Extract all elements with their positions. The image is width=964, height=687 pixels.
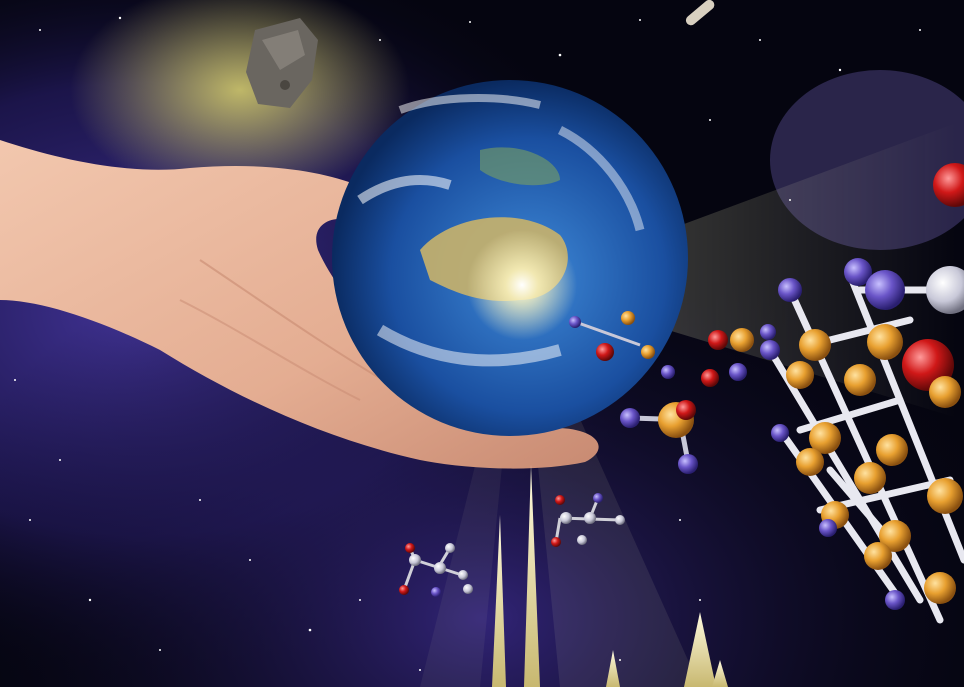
spectrum-peaks — [492, 465, 728, 687]
molecule-right — [551, 493, 625, 547]
molecule-cluster — [620, 400, 698, 474]
small-molecules-chain — [569, 311, 754, 387]
debris — [685, 0, 715, 26]
earth-globe — [332, 80, 688, 436]
hand — [0, 140, 599, 469]
asteroid — [246, 18, 318, 108]
molecule-left — [399, 543, 473, 597]
lattice-atoms — [760, 163, 964, 610]
stars — [14, 16, 921, 671]
